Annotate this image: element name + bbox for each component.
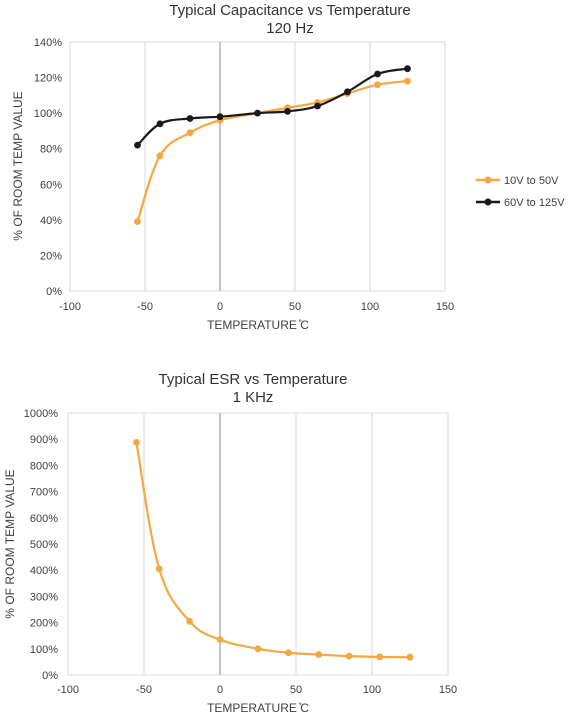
chart1-y-tick-labels: 0% 20% 40% 60% 80% 100% 120% 140% — [34, 37, 62, 298]
c2-series-0-point — [285, 649, 292, 657]
c2-series-0-point — [406, 653, 414, 661]
c1-series-1-point — [186, 115, 194, 122]
c1-series-1-point — [284, 107, 291, 115]
chart2-x-tick-labels: -100 -50 0 50 100 150 — [57, 684, 457, 696]
c2-y-tick-label: 900% — [30, 434, 58, 446]
c2-x-tick-label: -100 — [57, 684, 79, 696]
chart1-y-axis-label: % OF ROOM TEMP VALUE — [11, 91, 25, 240]
chart2-subtitle: 1 KHz — [233, 389, 274, 406]
c2-series-0-point — [345, 652, 353, 660]
capacitance-chart: Typical Capacitance vs Temperature 120 H… — [11, 2, 565, 332]
c1-series-0-point — [374, 81, 381, 89]
c1-y-tick-label: 100% — [34, 108, 62, 120]
c1-series-1-point — [216, 113, 224, 121]
chart1-subtitle: 120 Hz — [266, 20, 314, 37]
c1-series-1-point — [254, 109, 261, 117]
chart2-series — [133, 438, 414, 661]
chart2-y-axis-label: % OF ROOM TEMP VALUE — [3, 469, 17, 618]
c2-series-0-point — [376, 653, 383, 661]
chart2-gridlines — [143, 413, 373, 675]
c2-y-tick-label: 100% — [30, 644, 58, 656]
legend-item-60v-125v-label: 60V to 125V — [504, 197, 565, 209]
c1-series-1-point — [344, 88, 351, 96]
c2-y-tick-label: 200% — [30, 618, 58, 630]
legend-item-10v-50v-label: 10V to 50V — [504, 175, 559, 187]
c1-x-tick-label: 50 — [289, 301, 301, 313]
c1-series-line-1 — [136, 67, 408, 146]
c2-y-tick-label: 600% — [30, 513, 58, 525]
c2-series-0-point — [133, 438, 140, 446]
c1-x-tick-label: 150 — [436, 301, 454, 313]
c1-series-0-point — [404, 77, 411, 85]
c1-x-tick-label: 0 — [217, 301, 223, 313]
chart2-title: Typical ESR vs Temperature — [159, 371, 348, 388]
c2-series-0-point — [216, 636, 224, 644]
c2-x-tick-label: -50 — [136, 684, 152, 696]
c2-y-tick-label: 800% — [30, 460, 58, 472]
c1-series-1-point — [156, 120, 164, 128]
c1-series-0-point — [186, 129, 194, 137]
c2-series-0-point — [186, 617, 194, 625]
c1-series-0-point — [134, 218, 141, 226]
chart2-x-axis-label: TEMPERATURE ̊C — [207, 701, 309, 715]
c1-y-tick-label: 80% — [40, 144, 62, 156]
chart2-y-tick-labels: 0% 100% 200% 300% 400% 500% 600% 700% 800% 900% 10… — [24, 408, 58, 682]
c2-series-line-0 — [135, 442, 411, 659]
c1-series-1-point — [404, 65, 411, 73]
c2-series-0-point — [155, 565, 163, 573]
esr-chart: Typical ESR vs Temperature 1 KHz 0% 100% 2… — [3, 371, 457, 715]
c2-series-0-point — [254, 645, 262, 653]
chart1-legend: 10V to 50V 60V to 125V — [476, 175, 565, 209]
chart1-series — [134, 65, 411, 226]
c2-y-tick-label: 0% — [42, 670, 58, 682]
c1-y-tick-label: 60% — [40, 179, 62, 191]
c2-y-tick-label: 400% — [30, 565, 58, 577]
c2-series-0-point — [315, 651, 323, 658]
c1-series-1-point — [374, 70, 381, 78]
c2-y-tick-label: 700% — [30, 487, 58, 499]
c1-series-0-point — [156, 152, 164, 160]
c1-x-tick-label: 100 — [361, 301, 379, 313]
c1-series-line-0 — [136, 80, 408, 222]
c2-y-tick-label: 500% — [30, 539, 58, 551]
c2-x-tick-label: 0 — [217, 684, 223, 696]
chart1-gridlines — [144, 42, 371, 291]
chart1-x-axis-label: TEMPERATURE ̊C — [207, 318, 309, 332]
c1-series-1-point — [314, 102, 321, 110]
c1-y-tick-label: 0% — [46, 286, 62, 298]
legend-item-60v-125v-marker — [484, 198, 492, 206]
c2-y-tick-label: 300% — [30, 591, 58, 603]
chart2-plot-area — [67, 412, 449, 676]
c2-x-tick-label: 50 — [290, 684, 302, 696]
c1-y-tick-label: 120% — [34, 73, 62, 85]
legend-item-10v-50v-marker — [484, 176, 492, 184]
c1-x-tick-label: -50 — [137, 301, 153, 313]
chart1-title: Typical Capacitance vs Temperature — [169, 2, 411, 19]
c1-x-tick-label: -100 — [59, 301, 81, 313]
c2-x-tick-label: 150 — [439, 684, 457, 696]
c1-y-tick-label: 140% — [34, 37, 62, 49]
c1-series-1-point — [134, 141, 141, 149]
c1-y-tick-label: 40% — [40, 215, 62, 227]
c2-x-tick-label: 100 — [363, 684, 381, 696]
chart1-x-tick-labels: -100 -50 0 50 100 150 — [59, 301, 454, 313]
c2-y-tick-label: 1000% — [24, 408, 58, 420]
chart1-plot-area — [69, 41, 446, 292]
c1-y-tick-label: 20% — [40, 250, 62, 262]
